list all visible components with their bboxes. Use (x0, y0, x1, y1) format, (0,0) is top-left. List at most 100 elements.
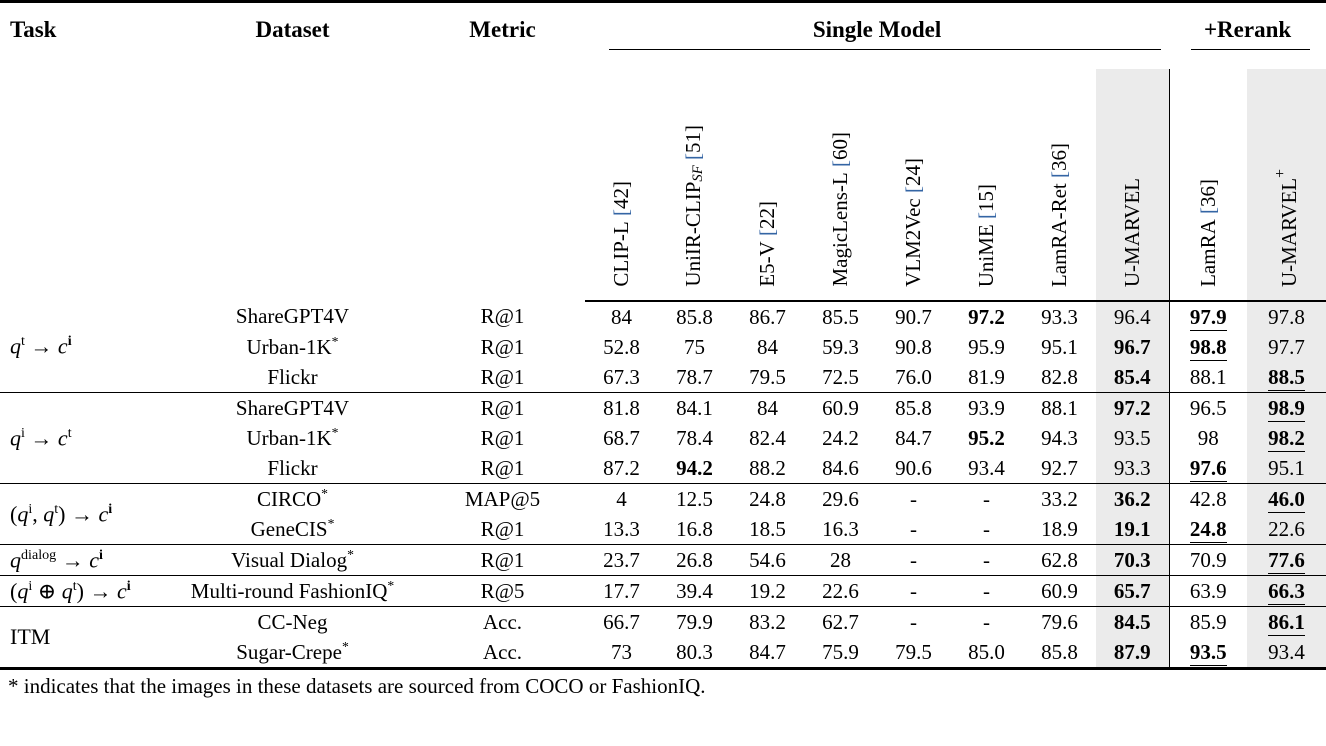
value-text: 93.9 (968, 395, 1005, 420)
citation-bracket: [ (901, 186, 926, 194)
value-cell: 63.9 (1169, 575, 1248, 607)
value-text: 90.7 (895, 304, 932, 329)
value-text: 26.8 (676, 547, 713, 572)
task-cell: qt → ci (10, 333, 72, 359)
dataset-cell: Urban-1K* (246, 425, 339, 450)
value-cell: 88.2 (731, 453, 804, 484)
value-cell: 84.5 (1096, 606, 1170, 637)
value-cell: 97.7 (1247, 332, 1326, 362)
value-text: 67.3 (603, 364, 640, 389)
value-cell: 52.8 (585, 332, 658, 362)
value-cell: - (950, 514, 1023, 545)
rotated-column-label: U-MARVEL (1120, 177, 1145, 287)
value-cell: 75 (658, 332, 731, 362)
group-header-single-model: Single Model (585, 2, 1169, 70)
value-text: 86.7 (749, 304, 786, 329)
value-cell: 98.8 (1169, 332, 1247, 362)
results-table-body: qt → ci ShareGPT4V R@1 84 85.8 86.7 85.5 90.7 97… (0, 301, 1326, 669)
value-cell: 98.2 (1247, 423, 1326, 453)
value-text: 60.9 (822, 395, 859, 420)
value-cell: - (877, 575, 950, 607)
value-text: 85.4 (1113, 364, 1151, 389)
value-text: 78.4 (676, 425, 713, 450)
table-row: Sugar-Crepe* Acc. 73 80.3 84.7 75.9 79.5 85.0 85… (0, 637, 1326, 669)
task-cell: qdialog → ci (0, 544, 165, 576)
value-text: - (983, 516, 990, 541)
value-text: 97.9 (1189, 304, 1227, 331)
column-header-e5-v: E5-V [22] (731, 69, 804, 302)
value-text: 95.1 (1268, 455, 1305, 480)
value-text: 66.3 (1268, 578, 1305, 605)
value-text: 88.1 (1189, 364, 1227, 389)
table-row: Flickr R@1 67.3 78.7 79.5 72.5 76.0 81.9 82.8 85.… (0, 362, 1326, 393)
value-text: 97.2 (968, 304, 1005, 329)
value-cell: 93.4 (950, 453, 1023, 484)
column-header-u-marvel: U-MARVEL (1096, 69, 1170, 302)
value-text: 16.8 (676, 516, 713, 541)
value-text: 24.8 (1189, 516, 1227, 543)
value-cell: 86.7 (731, 301, 804, 332)
value-cell: 33.2 (1023, 483, 1096, 514)
value-cell: 95.1 (1247, 453, 1326, 484)
value-cell: 85.8 (658, 301, 731, 332)
value-cell: - (877, 483, 950, 514)
value-text: 85.0 (968, 639, 1005, 664)
value-text: - (910, 547, 917, 572)
metric-cell: R@1 (420, 392, 585, 423)
value-text: 78.7 (676, 364, 713, 389)
rotated-column-label: VLM2Vec [24] (901, 158, 926, 287)
value-text: 66.7 (603, 609, 640, 634)
table-row: qt → ci ShareGPT4V R@1 84 85.8 86.7 85.5 90.7 97… (0, 301, 1326, 359)
value-cell: 95.9 (950, 332, 1023, 362)
metric-cell: Acc. (420, 606, 585, 637)
dataset-cell: ShareGPT4V (235, 304, 350, 328)
value-cell: 16.3 (804, 514, 877, 545)
group-header-rerank: +Rerank (1169, 2, 1326, 70)
value-text: 22.6 (822, 578, 859, 603)
value-cell: 87.9 (1096, 637, 1170, 669)
value-cell: 84.6 (804, 453, 877, 484)
value-cell: 79.6 (1023, 606, 1096, 637)
citation-bracket: [ (609, 209, 634, 217)
value-text: 42.8 (1189, 486, 1227, 511)
value-text: 76.0 (895, 364, 932, 389)
column-header-lamra-ret: LamRA-Ret [36] (1023, 69, 1096, 302)
results-table: Task Dataset Metric Single Model +Rerank… (0, 0, 1326, 670)
value-text: 87.2 (603, 455, 640, 480)
value-text: - (983, 547, 990, 572)
table-row: GeneCIS* R@1 13.3 16.8 18.5 16.3 - - 18.9 19.1 24.… (0, 514, 1326, 545)
value-text: 90.6 (895, 455, 932, 480)
column-header-dataset: Dataset (255, 17, 330, 42)
value-cell: 36.2 (1096, 483, 1170, 514)
value-text: 77.6 (1268, 547, 1305, 574)
value-text: - (910, 486, 917, 511)
value-text: 85.8 (676, 304, 713, 329)
value-cell: 85.9 (1169, 606, 1248, 637)
value-text: 17.7 (603, 578, 640, 603)
value-text: 79.6 (1041, 609, 1078, 634)
value-text: 97.2 (1113, 395, 1151, 420)
value-cell: 82.4 (731, 423, 804, 453)
value-text: 52.8 (603, 334, 640, 359)
metric-cell: R@1 (480, 304, 525, 328)
value-cell: 90.8 (877, 332, 950, 362)
table-row: Flickr R@1 87.2 94.2 88.2 84.6 90.6 93.4 92.7 93.… (0, 453, 1326, 484)
value-text: 24.2 (822, 425, 859, 450)
value-cell: 85.8 (1023, 637, 1096, 669)
value-cell: 92.7 (1023, 453, 1096, 484)
column-header-lamra: LamRA [36] (1169, 69, 1248, 302)
value-cell: 77.6 (1247, 544, 1326, 576)
value-cell: - (950, 544, 1023, 576)
rotated-column-label: LamRA-Ret [36] (1047, 142, 1072, 287)
value-cell: 29.6 (804, 483, 877, 514)
rerank-underline-rule (1191, 49, 1311, 50)
value-cell: 93.5 (1169, 637, 1247, 669)
value-text: 82.4 (749, 425, 786, 450)
value-text: 88.1 (1041, 395, 1078, 420)
value-text: 68.7 (603, 425, 640, 450)
value-cell: 85.4 (1096, 362, 1170, 393)
value-cell: 98.9 (1247, 392, 1326, 423)
value-cell: 95.2 (950, 423, 1023, 453)
value-cell: 85.0 (950, 637, 1023, 669)
